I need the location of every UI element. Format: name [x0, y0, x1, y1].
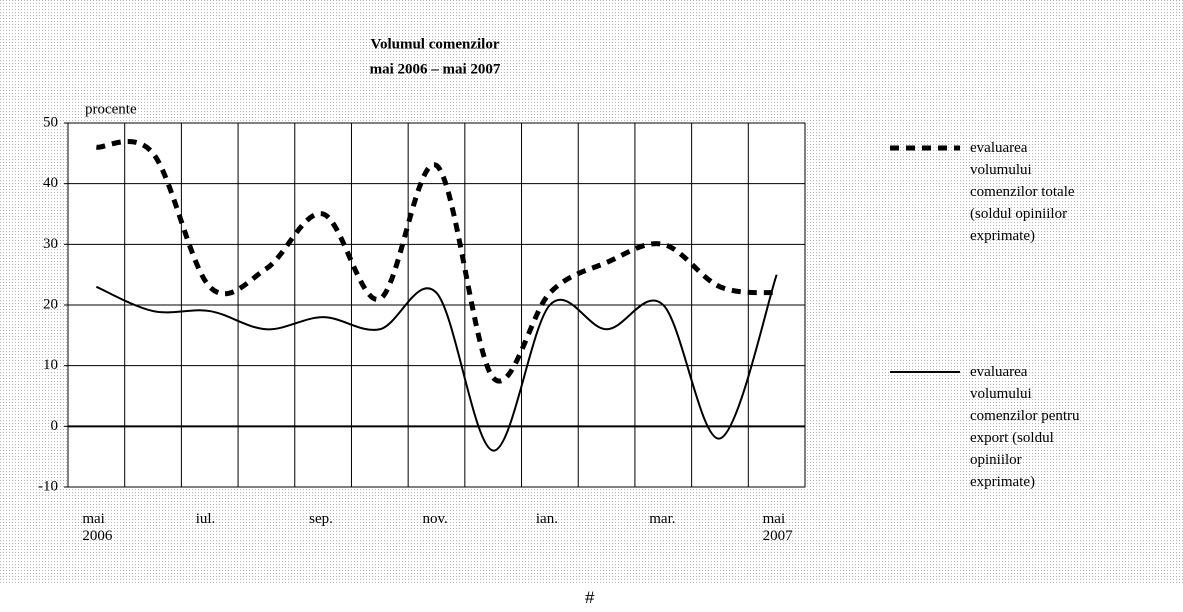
series-line [96, 139, 777, 384]
y-tick-label: -10 [38, 478, 58, 494]
x-tick-label: mai 2006 [82, 511, 113, 544]
series-line [95, 274, 778, 452]
footer: # [585, 588, 595, 607]
x-tick-label: mai 2007 [762, 511, 793, 544]
y-tick-label: 10 [43, 357, 58, 373]
x-tick-label: nov. [422, 511, 448, 527]
chart-subtitle: mai 2006 – mai 2007 [370, 61, 501, 77]
x-tick-label: ian. [535, 511, 558, 527]
legend-label: evaluarea volumului comenzilor totale (s… [970, 140, 1075, 244]
chart-title: Volumul comenzilor [370, 36, 499, 52]
y-tick-label: 50 [43, 114, 58, 130]
y-tick-label: 20 [43, 296, 58, 312]
legend-label: evaluarea volumului comenzilor pentru ex… [970, 364, 1080, 490]
x-tick-label: sep. [309, 511, 333, 527]
y-tick-label: 30 [43, 236, 58, 252]
y-axis-label: procente [85, 101, 137, 117]
y-tick-label: 40 [43, 175, 58, 191]
y-tick-label: 0 [51, 418, 59, 434]
x-tick-label: iul. [195, 511, 216, 527]
x-tick-label: mar. [649, 511, 676, 527]
